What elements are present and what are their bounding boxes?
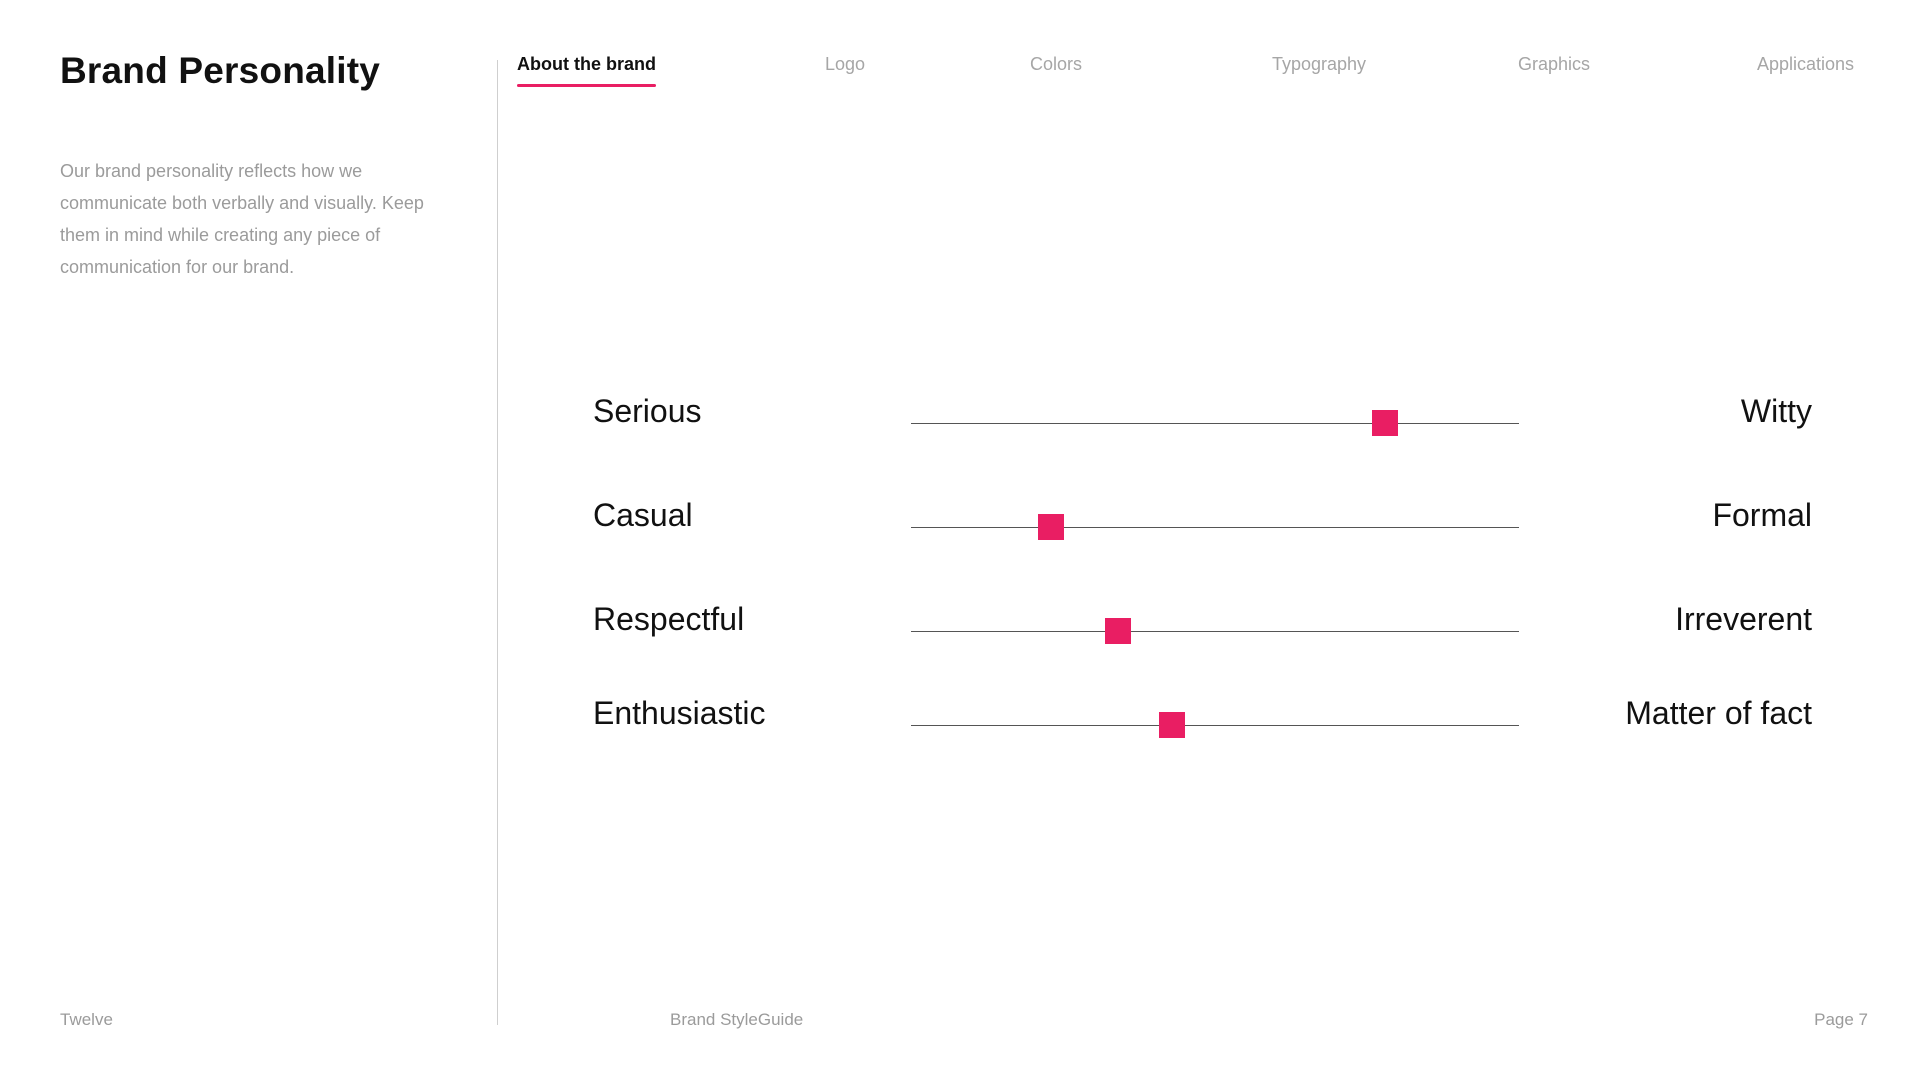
scale-marker[interactable] <box>1372 410 1399 436</box>
tab-applications[interactable]: Applications <box>1757 54 1854 87</box>
tab-label: Logo <box>825 54 866 74</box>
scale-marker[interactable] <box>1159 712 1186 738</box>
footer-page-number: Page 7 <box>1814 1010 1868 1029</box>
scale-row-respectful-irreverent: Respectful Irreverent <box>590 593 1812 653</box>
trait-right-label: Witty <box>1740 393 1812 429</box>
scale-marker[interactable] <box>1104 618 1131 644</box>
trait-left-label: Serious <box>593 393 702 429</box>
trait-left-label: Enthusiastic <box>593 695 766 731</box>
tab-label: About the brand <box>517 54 656 74</box>
scale-row-serious-witty: Serious Witty <box>590 385 1812 445</box>
scale-track <box>911 725 1519 726</box>
tab-label: Typography <box>1272 54 1367 74</box>
trait-right-label: Irreverent <box>1675 601 1812 637</box>
footer-document-title: Brand StyleGuide <box>670 1010 804 1029</box>
scale-row-casual-formal: Casual Formal <box>590 489 1812 549</box>
section-nav: About the brand Logo Colors Typography G… <box>517 54 1862 94</box>
tab-label: Applications <box>1757 54 1855 74</box>
tab-label: Colors <box>1030 54 1083 74</box>
tab-label: Graphics <box>1518 54 1591 74</box>
scale-track <box>911 423 1519 424</box>
trait-left-label: Casual <box>593 497 693 533</box>
page-title: Brand Personality <box>60 50 381 91</box>
personality-scales: Serious Witty Casual Formal Respectful I… <box>590 385 1812 745</box>
vertical-divider <box>497 60 498 1025</box>
scale-marker[interactable] <box>1037 514 1064 540</box>
tab-logo[interactable]: Logo <box>825 54 865 87</box>
trait-right-label: Formal <box>1712 497 1812 533</box>
trait-left-label: Respectful <box>593 601 745 637</box>
tab-typography[interactable]: Typography <box>1272 54 1366 87</box>
trait-right-label: Matter of fact <box>1625 695 1812 731</box>
tab-about-the-brand[interactable]: About the brand <box>517 54 656 87</box>
scale-track <box>911 527 1519 528</box>
intro-text: Our brand personality reflects how we co… <box>60 161 424 277</box>
scale-row-enthusiastic-matter-of-fact: Enthusiastic Matter of fact <box>590 687 1812 747</box>
tab-colors[interactable]: Colors <box>1030 54 1082 87</box>
scale-track <box>911 631 1519 632</box>
tab-graphics[interactable]: Graphics <box>1518 54 1590 87</box>
active-tab-underline <box>517 84 656 87</box>
footer-brand-name: Twelve <box>60 1010 113 1029</box>
